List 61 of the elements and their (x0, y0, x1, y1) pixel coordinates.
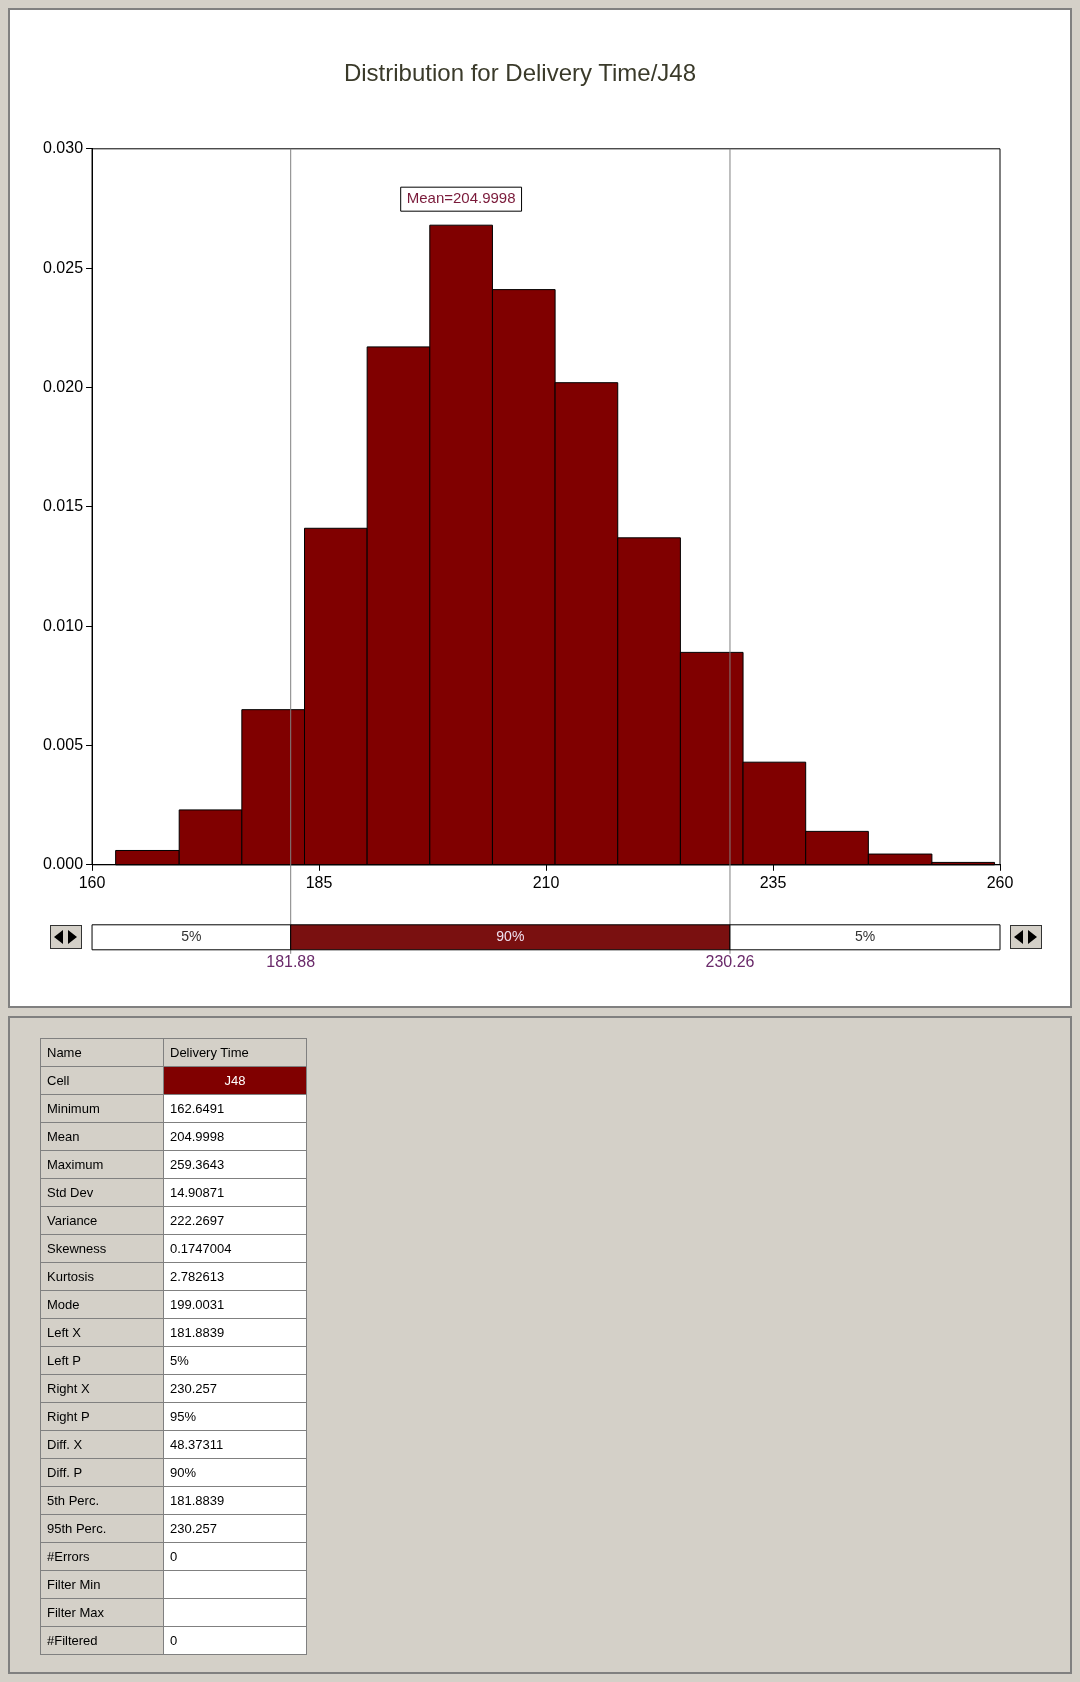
text: #Filtered (40, 1626, 164, 1655)
text: Filter Max (40, 1598, 164, 1627)
text: 204.9998 (163, 1122, 307, 1151)
text: Left X (40, 1318, 164, 1347)
text: 48.37311 (163, 1430, 307, 1459)
y-tick-label: 0.015 (42, 497, 84, 515)
text: Name (40, 1038, 164, 1067)
ref-line-label: 181.88 (266, 953, 316, 971)
text: 5% (181, 928, 202, 945)
text: 181.8839 (163, 1486, 307, 1515)
text: 0 (163, 1626, 307, 1655)
text: 2.782613 (163, 1262, 307, 1291)
text: Left P (40, 1346, 164, 1375)
text: 5% (163, 1346, 307, 1375)
text: 259.3643 (163, 1150, 307, 1179)
text: 90% (496, 928, 525, 945)
text: Mean (40, 1122, 164, 1151)
text: J48 (163, 1066, 307, 1095)
text: 5th Perc. (40, 1486, 164, 1515)
x-tick-label: 160 (78, 873, 106, 891)
y-tick-label: 0.000 (42, 855, 84, 873)
text: #Errors (40, 1542, 164, 1571)
text: 230.257 (163, 1374, 307, 1403)
y-tick-label: 0.005 (42, 735, 84, 753)
chart-title: Distribution for Delivery Time/J48 (343, 59, 697, 87)
text: Skewness (40, 1234, 164, 1263)
text: Filter Min (40, 1570, 164, 1599)
text: 95% (163, 1402, 307, 1431)
text: 181.8839 (163, 1318, 307, 1347)
y-tick-label: 0.025 (42, 258, 84, 276)
annotation: Mean=204.9998 (406, 189, 516, 207)
text: 222.2697 (163, 1206, 307, 1235)
text: 5% (854, 928, 876, 945)
text: 162.6491 (163, 1094, 307, 1123)
text: Maximum (40, 1150, 164, 1179)
text: Kurtosis (40, 1262, 164, 1291)
text: Delivery Time (163, 1038, 307, 1067)
text: Mode (40, 1290, 164, 1319)
x-tick-label: 260 (986, 873, 1014, 891)
x-tick-label: 185 (305, 873, 333, 891)
text: 95th Perc. (40, 1514, 164, 1543)
text: Right P (40, 1402, 164, 1431)
text: Diff. X (40, 1430, 164, 1459)
text: Diff. P (40, 1458, 164, 1487)
text: Right X (40, 1374, 164, 1403)
x-tick-label: 235 (759, 873, 787, 891)
text: Variance (40, 1206, 164, 1235)
text: 14.90871 (163, 1178, 307, 1207)
text: 0 (163, 1542, 307, 1571)
ref-line-label: 230.26 (705, 953, 755, 971)
y-tick-label: 0.010 (42, 616, 84, 634)
text: Cell (40, 1066, 164, 1095)
text: 199.0031 (163, 1290, 307, 1319)
text: Std Dev (40, 1178, 164, 1207)
x-tick-label: 210 (532, 873, 560, 891)
y-tick-label: 0.030 (42, 139, 84, 157)
text: Minimum (40, 1094, 164, 1123)
text: 90% (163, 1458, 307, 1487)
text: 0.1747004 (163, 1234, 307, 1263)
y-tick-label: 0.020 (42, 377, 84, 395)
text: 230.257 (163, 1514, 307, 1543)
